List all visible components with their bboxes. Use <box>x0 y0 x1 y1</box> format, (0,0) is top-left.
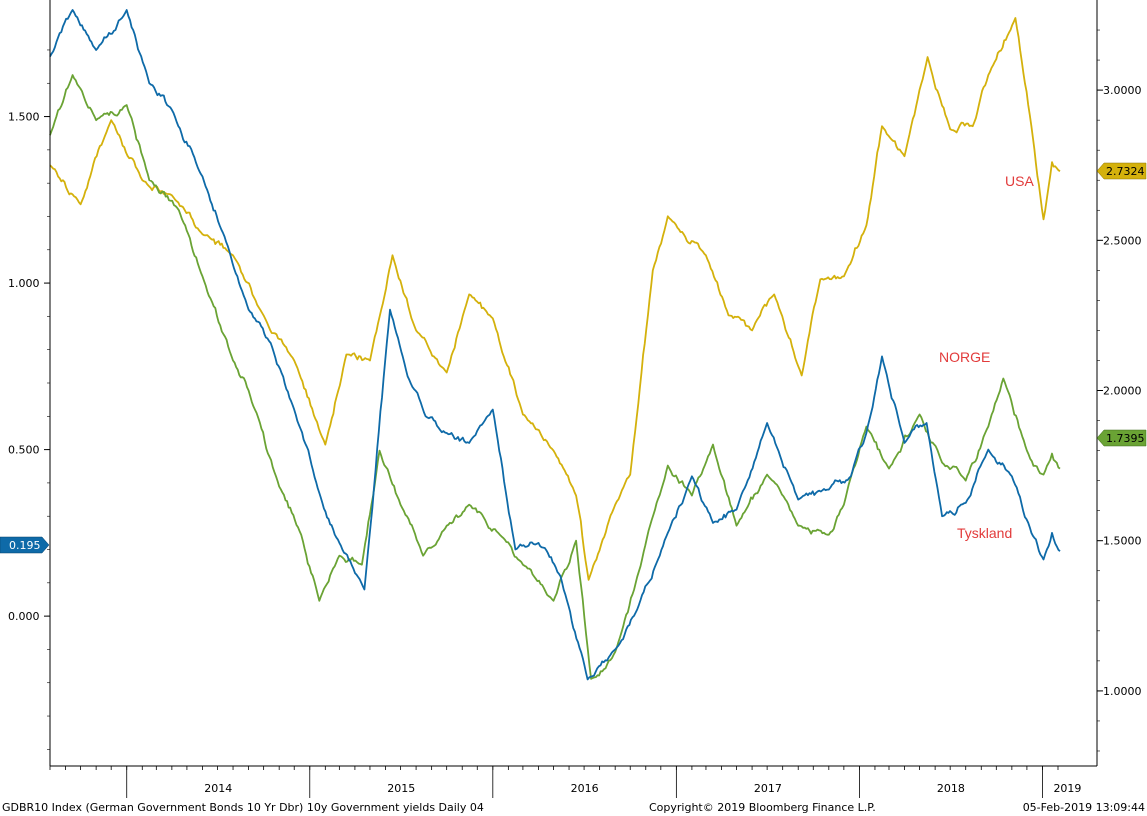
usa-label: USA <box>1005 173 1034 189</box>
x-year-label: 2018 <box>937 782 965 795</box>
left-tick-label: 1.500 <box>8 111 40 124</box>
series-line-tyskland <box>49 9 1061 681</box>
series-line-usa <box>49 17 1061 581</box>
norge-last-value-badge: 1.7395 <box>1096 429 1147 447</box>
left-tick-label: 0.500 <box>8 444 40 457</box>
right-tick-label: 3.0000 <box>1103 84 1142 97</box>
usa-last-value: 2.7324 <box>1106 165 1145 178</box>
usa-last-value-badge: 2.7324 <box>1096 162 1147 180</box>
footer-timestamp: 05-Feb-2019 13:09:44 <box>1023 801 1145 814</box>
right-tick-label: 1.0000 <box>1103 685 1142 698</box>
tyskland-label: Tyskland <box>957 525 1012 541</box>
series-layer <box>49 9 1061 681</box>
left-axis-ticks: 1.500 1.000 0.500 0.000 <box>8 49 50 750</box>
right-axis-ticks: 3.0000 2.5000 2.0000 1.5000 1.0000 <box>1097 29 1142 752</box>
x-axis-ticks: 2014 2015 2016 2017 2018 2019 <box>49 766 1081 798</box>
tyskland-last-value: 0.195 <box>9 539 41 552</box>
norge-label: NORGE <box>939 349 990 365</box>
right-tick-label: 2.0000 <box>1103 385 1142 398</box>
left-tick-label: 1.000 <box>8 277 40 290</box>
x-year-label: 2015 <box>387 782 415 795</box>
tyskland-last-value-badge: 0.195 <box>0 536 50 554</box>
x-year-label: 2016 <box>571 782 599 795</box>
footer-copyright: Copyright© 2019 Bloomberg Finance L.P. <box>649 801 876 814</box>
footer-source: GDBR10 Index (German Government Bonds 10… <box>2 801 484 814</box>
right-tick-label: 1.5000 <box>1103 535 1142 548</box>
right-tick-label: 2.5000 <box>1103 234 1142 247</box>
x-year-label: 2014 <box>204 782 232 795</box>
x-year-label: 2019 <box>1053 782 1081 795</box>
norge-last-value: 1.7395 <box>1106 432 1145 445</box>
series-line-norge <box>49 74 1061 680</box>
left-tick-label: 0.000 <box>8 610 40 623</box>
x-year-label: 2017 <box>754 782 782 795</box>
